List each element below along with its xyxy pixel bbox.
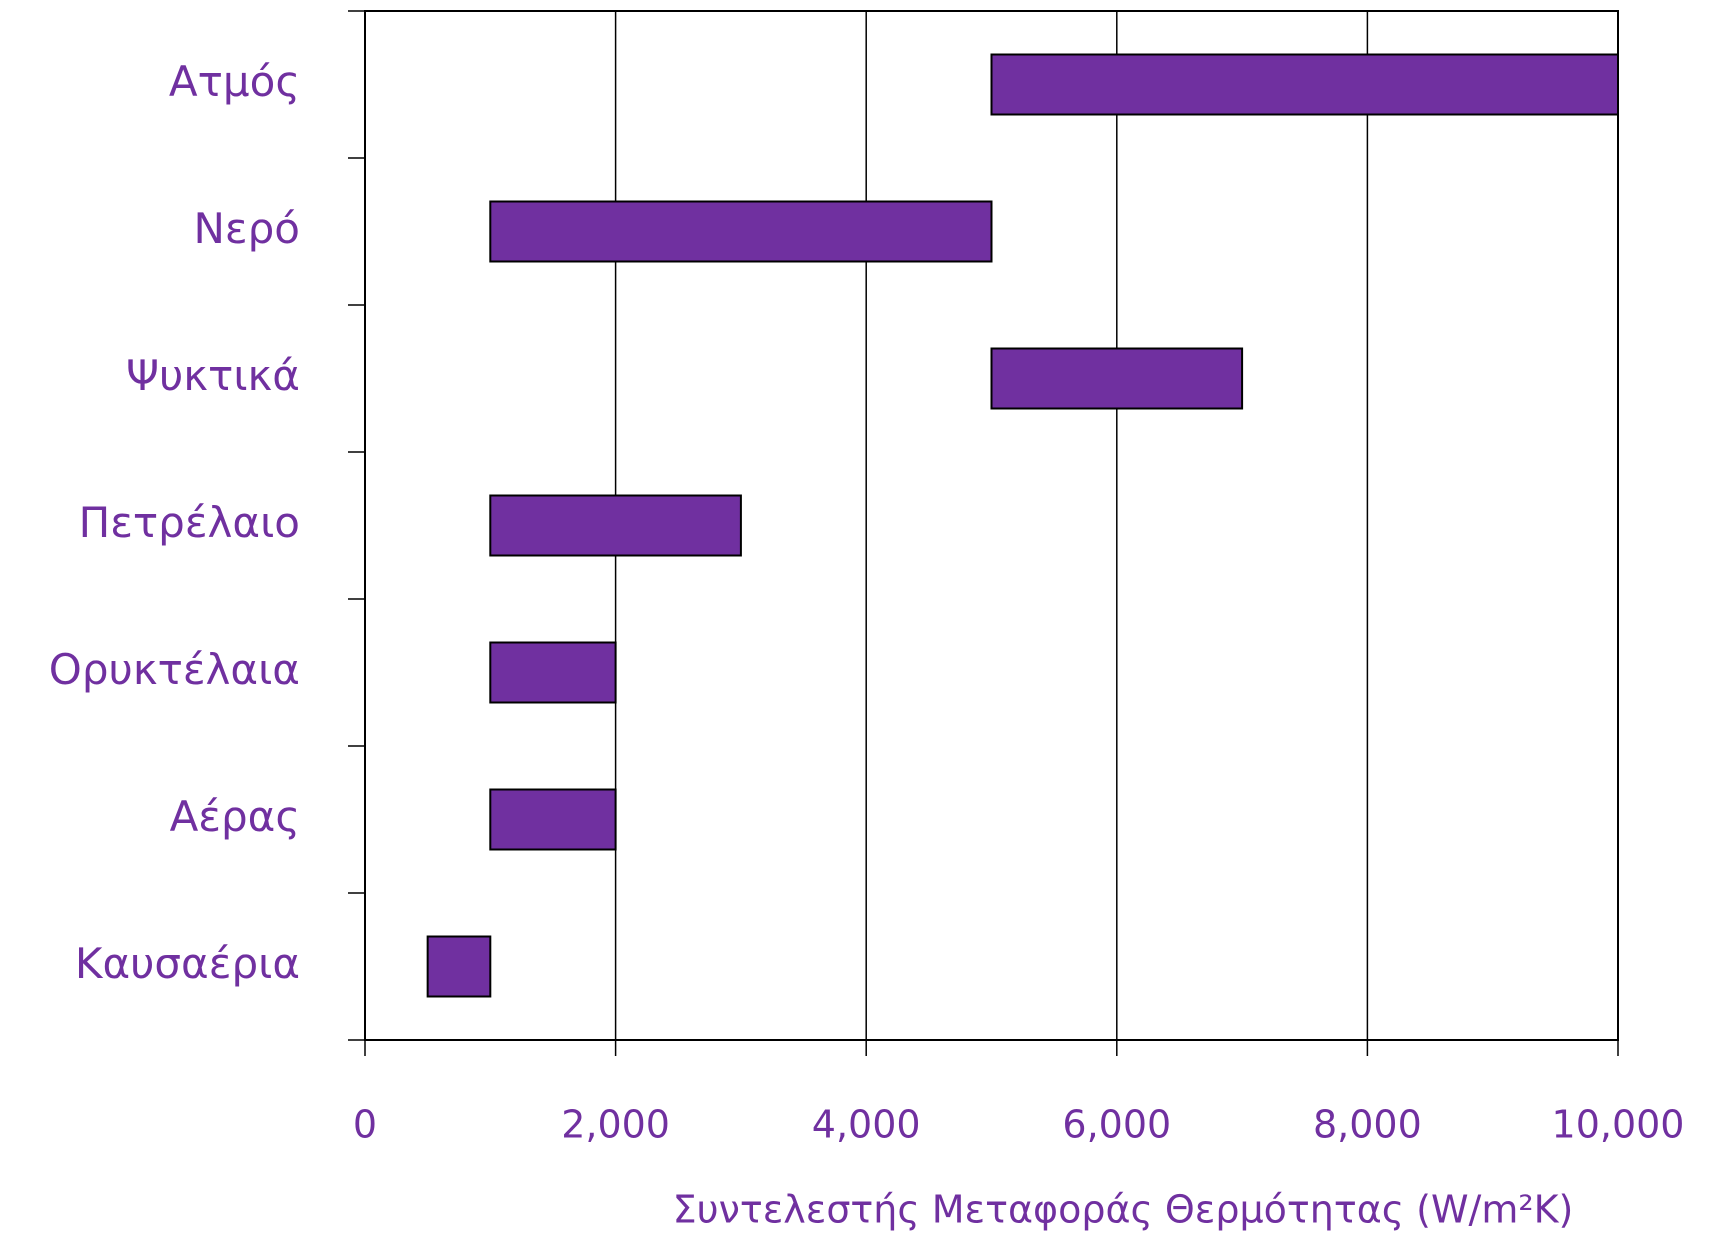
y-tick-label: Καυσαέρια — [75, 939, 300, 988]
y-tick-label: Ορυκτέλαια — [49, 645, 300, 694]
y-tick-label: Νερό — [194, 204, 300, 253]
x-tick-label: 0 — [353, 1103, 377, 1147]
bar — [489, 788, 617, 851]
bar — [990, 53, 1619, 116]
x-tick-label: 2,000 — [561, 1103, 670, 1147]
x-tick-label: 6,000 — [1062, 1103, 1171, 1147]
x-tick-label: 4,000 — [812, 1103, 921, 1147]
x-tick-label: 10,000 — [1552, 1103, 1685, 1147]
bar — [489, 494, 742, 557]
x-axis-title: Συντελεστής Μεταφοράς Θερμότητας (W/m²K) — [673, 1188, 1574, 1232]
plot-frame — [364, 10, 1619, 1041]
bar — [990, 347, 1244, 410]
x-tick-label: 8,000 — [1313, 1103, 1422, 1147]
y-tick-label: Ψυκτικά — [126, 351, 300, 400]
bar — [489, 641, 617, 704]
y-tick-label: Αέρας — [170, 792, 300, 841]
y-tick-label: Πετρέλαιο — [79, 498, 300, 547]
bar — [426, 935, 492, 998]
y-tick-label: Ατμός — [169, 57, 300, 106]
bar — [489, 200, 993, 263]
